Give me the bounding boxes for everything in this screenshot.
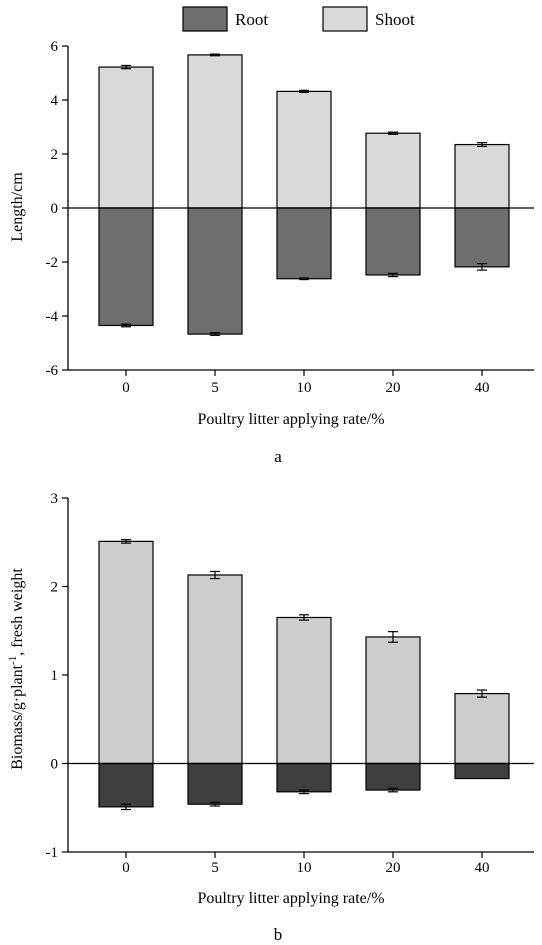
- bar-shoot-5-b: [187, 574, 243, 765]
- axis-group-a: -6 -4 -2 0 2 4 6 0 5 10 20 40: [46, 39, 534, 396]
- legend-label-shoot: Shoot: [375, 10, 415, 29]
- y-axis-title-b-superscript: -1: [7, 656, 19, 665]
- bar-root-0-b: [98, 762, 154, 808]
- x-tick-label-5-a: 5: [211, 380, 219, 396]
- bar-root-5-a: [187, 207, 243, 335]
- bar-shoot-0-b: [98, 540, 154, 765]
- bar-root-40-a: [454, 207, 510, 268]
- x-tick-label-5-b: 5: [211, 860, 219, 876]
- bar-shoot-20-b: [365, 636, 421, 765]
- legend-swatch-shoot: [322, 6, 368, 32]
- legend: Root Shoot: [182, 6, 415, 32]
- bar-root-5-b: [187, 762, 243, 805]
- x-tick-label-40-a: 40: [475, 380, 490, 396]
- x-tick-label-0-a: 0: [122, 380, 130, 396]
- x-tick-label-10-b: 10: [297, 860, 312, 876]
- bar-shoot-0-a: [98, 66, 154, 209]
- y-axis-title-b-suffix: , fresh weight: [9, 568, 26, 656]
- y-tick-label-4-a: 4: [51, 93, 59, 109]
- chart-panel-a: -6 -4 -2 0 2 4 6 0 5 10 20 40 Length/cm Poultry lit…: [9, 39, 534, 466]
- x-tick-label-40-b: 40: [475, 860, 490, 876]
- bar-shoot-40-a: [454, 143, 510, 209]
- y-tick-label-2-b: 2: [51, 580, 59, 596]
- y-axis-title-b-main: Biomass/g·plant: [9, 664, 26, 769]
- legend-label-root: Root: [235, 10, 268, 29]
- bar-shoot-10-a: [276, 90, 332, 209]
- y-tick-label--1-b: -1: [46, 845, 59, 861]
- x-tick-label-10-a: 10: [297, 380, 312, 396]
- bar-shoot-20-a: [365, 132, 421, 209]
- x-tick-label-0-b: 0: [122, 860, 130, 876]
- x-axis-title-a: Poultry litter applying rate/%: [197, 411, 384, 428]
- bar-root-40-b: [454, 762, 510, 780]
- bar-root-10-b: [276, 762, 332, 793]
- bars-group-b: [98, 538, 510, 811]
- y-tick-label-0-a: 0: [51, 201, 59, 217]
- y-axis-title-b: Biomass/g·plant-1, fresh weight: [7, 568, 26, 770]
- y-tick-label--4-a: -4: [46, 309, 59, 325]
- bar-root-20-b: [365, 762, 421, 791]
- y-tick-label-1-b: 1: [51, 668, 59, 684]
- panel-label-b: b: [274, 925, 283, 944]
- y-tick-label-6-a: 6: [51, 39, 59, 55]
- x-tick-label-20-b: 20: [386, 860, 401, 876]
- y-tick-label-3-b: 3: [51, 491, 59, 507]
- axis-group-b: -1 0 1 2 3 0 5 10 20 40: [46, 491, 534, 876]
- x-axis-title-b: Poultry litter applying rate/%: [197, 890, 384, 907]
- panel-label-a: a: [274, 447, 282, 466]
- y-tick-label-2-a: 2: [51, 147, 59, 163]
- bar-shoot-40-b: [454, 692, 510, 765]
- bar-shoot-10-b: [276, 616, 332, 765]
- bar-shoot-5-a: [187, 54, 243, 209]
- y-tick-label-0-b: 0: [51, 757, 59, 773]
- bar-root-20-a: [365, 207, 421, 276]
- x-tick-label-20-a: 20: [386, 380, 401, 396]
- y-axis-title-a: Length/cm: [9, 172, 26, 242]
- bar-root-0-a: [98, 207, 154, 327]
- y-tick-label--6-a: -6: [46, 363, 59, 379]
- y-tick-label--2-a: -2: [46, 255, 59, 271]
- legend-swatch-root: [182, 6, 228, 32]
- bar-root-10-a: [276, 207, 332, 280]
- bars-group-a: [98, 53, 510, 337]
